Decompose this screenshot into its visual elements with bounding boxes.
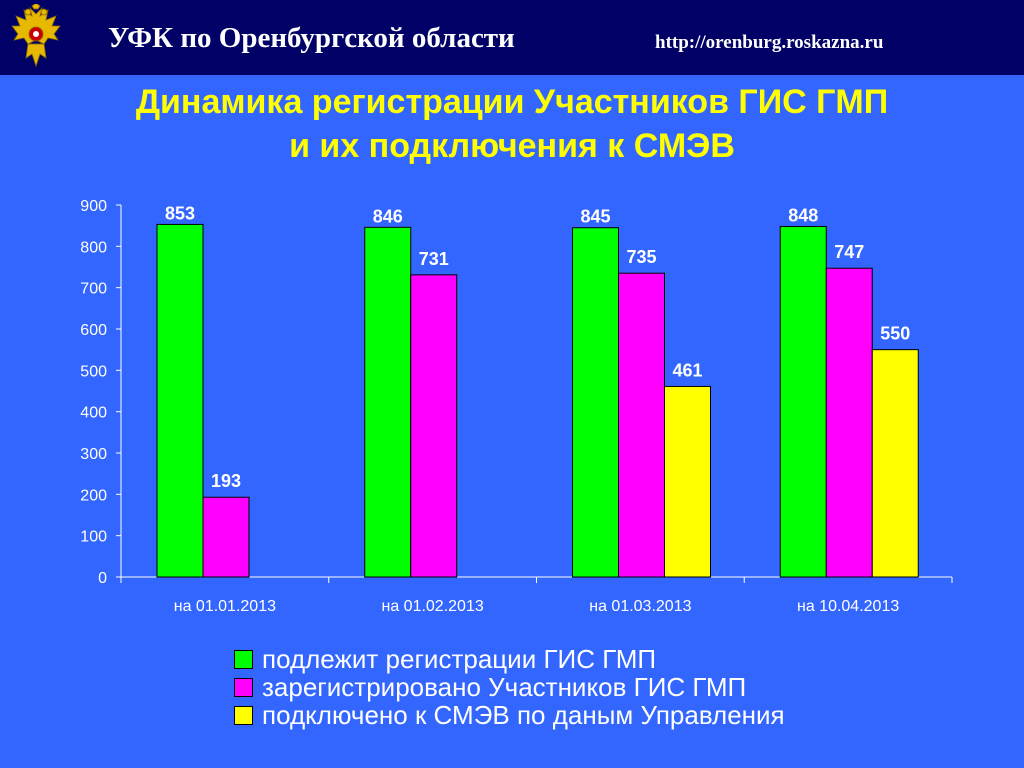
- y-tick-label: 800: [80, 239, 107, 256]
- bar-data-label: 747: [834, 242, 864, 262]
- x-tick-label: на 01.02.2013: [381, 598, 483, 615]
- y-tick-label: 0: [98, 570, 107, 587]
- bar: [779, 225, 827, 578]
- legend-item: подлежит регистрации ГИС ГМП: [234, 643, 785, 674]
- x-tick-label: на 10.04.2013: [797, 598, 899, 615]
- slide-title-line-1: Динамика регистрации Участников ГИС ГМП: [135, 83, 889, 121]
- bar: [410, 274, 458, 578]
- y-tick-label: 100: [80, 529, 107, 546]
- bar: [825, 267, 873, 578]
- bar-data-label: 853: [165, 203, 195, 223]
- bar-data-label: 848: [788, 205, 818, 225]
- legend-label: зарегистрировано Участников ГИС ГМП: [262, 671, 747, 702]
- bar-data-label: 550: [880, 324, 910, 344]
- bar-data-label: 461: [672, 360, 702, 380]
- bar-data-label: 735: [626, 247, 656, 267]
- bar-data-label: 731: [419, 249, 449, 269]
- slide-title-line-2: и их подключения к СМЭВ: [289, 127, 735, 165]
- y-tick-label: 600: [80, 322, 107, 339]
- slide-title: Динамика регистрации Участников ГИС ГМП …: [0, 80, 1024, 168]
- legend-label: подключено к СМЭВ по даным Управления: [262, 699, 785, 730]
- legend-item: подключено к СМЭВ по даным Управления: [234, 699, 785, 730]
- double-headed-eagle-emblem-icon: [11, 4, 61, 68]
- bar: [871, 349, 919, 578]
- bar-data-label: 193: [211, 471, 241, 491]
- header-bar: УФК по Оренбургской области http://orenb…: [0, 0, 1024, 75]
- y-tick-label: 500: [80, 363, 107, 380]
- y-tick-label: 400: [80, 405, 107, 422]
- y-tick-label: 900: [80, 198, 107, 215]
- bar-data-label: 845: [580, 207, 610, 227]
- chart-legend: подлежит регистрации ГИС ГМП зарегистриро…: [234, 643, 785, 730]
- bar-data-label: 846: [373, 206, 403, 226]
- x-tick-label: на 01.03.2013: [589, 598, 691, 615]
- y-tick-label: 200: [80, 487, 107, 504]
- legend-swatch: [234, 705, 253, 725]
- bar: [364, 226, 412, 578]
- legend-item: зарегистрировано Участников ГИС ГМП: [234, 671, 785, 702]
- header-title: УФК по Оренбургской области: [108, 22, 515, 54]
- y-tick-label: 700: [80, 281, 107, 298]
- y-tick-label: 300: [80, 446, 107, 463]
- bar-chart: 0 100 200 300 400 500 600 700 800 900 на 01.01.201…: [80, 198, 953, 615]
- bar: [572, 227, 619, 578]
- legend-label: подлежит регистрации ГИС ГМП: [262, 643, 657, 674]
- x-tick-label: на 01.01.2013: [174, 598, 276, 615]
- legend-swatch: [234, 677, 253, 697]
- bar: [664, 385, 711, 578]
- bar: [156, 223, 204, 578]
- legend-swatch: [234, 649, 253, 669]
- header-url-link[interactable]: http://orenburg.roskazna.ru: [655, 32, 884, 53]
- bar: [618, 272, 665, 578]
- bar: [202, 496, 250, 578]
